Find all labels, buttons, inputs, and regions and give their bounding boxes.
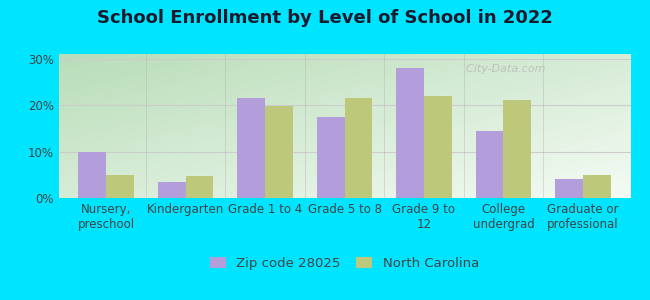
- Bar: [79, 152, 106, 198]
- Bar: [317, 117, 345, 198]
- Bar: [555, 179, 583, 198]
- Bar: [237, 98, 265, 198]
- Bar: [396, 68, 424, 198]
- Bar: [503, 100, 531, 198]
- Bar: [476, 130, 503, 198]
- Bar: [158, 182, 186, 198]
- Bar: [186, 176, 213, 198]
- Text: School Enrollment by Level of School in 2022: School Enrollment by Level of School in …: [97, 9, 553, 27]
- Bar: [344, 98, 372, 198]
- Legend: Zip code 28025, North Carolina: Zip code 28025, North Carolina: [205, 251, 484, 275]
- Bar: [583, 175, 610, 198]
- Bar: [424, 96, 452, 198]
- Bar: [106, 175, 134, 198]
- Bar: [265, 106, 293, 198]
- Text: City-Data.com: City-Data.com: [459, 64, 545, 74]
